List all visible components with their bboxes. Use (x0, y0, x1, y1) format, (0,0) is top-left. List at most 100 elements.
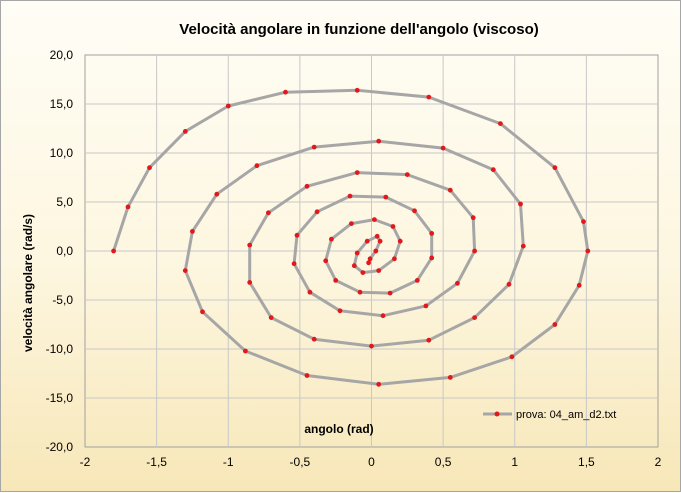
data-point (429, 231, 435, 236)
data-point (414, 278, 420, 283)
data-point (367, 256, 373, 262)
data-point (552, 322, 558, 327)
data-point (247, 280, 253, 285)
data-point (354, 87, 360, 93)
data-point (383, 194, 389, 200)
data-point (423, 303, 429, 309)
data-point (506, 281, 512, 287)
x-tick-label: 0 (368, 455, 375, 469)
data-point (304, 183, 310, 189)
data-point (190, 229, 195, 234)
y-tick-label: 0,0 (56, 244, 73, 258)
chart-title: Velocità angolare in funzione dell'angol… (179, 21, 538, 38)
data-point (585, 248, 591, 254)
data-point (304, 373, 310, 378)
data-point (347, 193, 353, 199)
data-point (429, 255, 435, 261)
data-point (377, 238, 383, 244)
data-point (552, 165, 558, 171)
data-point (366, 260, 371, 266)
data-point (243, 348, 248, 354)
data-point (518, 201, 523, 207)
data-point (376, 381, 382, 387)
data-point (440, 145, 446, 151)
data-point (311, 336, 317, 342)
data-point (311, 144, 317, 150)
y-tick-label: 10,0 (50, 146, 74, 160)
data-point (412, 208, 417, 214)
y-tick-label: 15,0 (50, 97, 74, 111)
data-point (354, 250, 360, 256)
data-point (247, 242, 253, 248)
data-point (520, 243, 526, 249)
x-tick-label: -0,5 (290, 455, 311, 469)
data-point (498, 121, 503, 126)
data-point (509, 354, 515, 360)
legend: prova: 04_am_d2.txt (483, 409, 616, 421)
data-point (455, 280, 460, 286)
data-point (125, 204, 131, 210)
series-line (112, 88, 590, 386)
data-point (333, 278, 339, 283)
x-tick-label: -1 (223, 455, 234, 469)
y-tick-label: 5,0 (56, 195, 73, 209)
data-point (397, 238, 403, 244)
data-point (364, 238, 370, 244)
data-point (268, 315, 274, 320)
y-axis-title: velocità angolare (rad/s) (21, 214, 35, 352)
series-markers (111, 87, 591, 387)
legend-marker-icon (494, 411, 500, 417)
legend-label: prova: 04_am_d2.txt (516, 409, 616, 421)
data-point (294, 232, 300, 238)
data-point (447, 187, 453, 193)
data-point (200, 309, 205, 315)
y-tick-label: -5,0 (52, 293, 73, 307)
data-point (314, 209, 320, 215)
data-point (387, 290, 393, 296)
data-point (490, 167, 496, 173)
y-tick-label: 20,0 (50, 48, 74, 62)
data-point (470, 215, 476, 221)
y-axis-ticks: 20,0 15,0 10,0 5,0 0,0 -5,0 -10,0 -15,0 -20,0 (46, 48, 74, 454)
x-tick-label: 2 (655, 455, 662, 469)
data-point (266, 210, 271, 216)
data-point (360, 270, 366, 275)
x-tick-label: 0,5 (435, 455, 452, 469)
data-point (147, 165, 152, 171)
data-point (576, 282, 582, 288)
data-point (323, 258, 329, 264)
x-tick-label: -2 (80, 455, 91, 469)
data-point (369, 343, 374, 349)
data-point (380, 313, 386, 319)
data-point (283, 89, 288, 95)
data-point (404, 172, 410, 178)
data-point (329, 236, 334, 242)
data-point (349, 221, 354, 227)
data-point (376, 268, 382, 273)
x-tick-label: 1,5 (578, 455, 595, 469)
data-point (214, 191, 220, 197)
data-point (376, 138, 382, 144)
x-axis-title: angolo (rad) (304, 422, 373, 436)
data-point (426, 94, 432, 100)
data-point (182, 129, 188, 134)
data-point (581, 219, 586, 225)
data-point (426, 337, 432, 343)
y-tick-label: -15,0 (46, 391, 74, 405)
y-tick-label: -20,0 (46, 440, 74, 454)
gridlines (85, 55, 658, 447)
x-tick-label: 1 (511, 455, 518, 469)
data-point (447, 375, 453, 380)
data-point (225, 103, 231, 109)
data-point (392, 256, 397, 262)
data-point (472, 315, 477, 320)
x-axis-ticks: -2 -1,5 -1 -0,5 0 0,5 1 1,5 2 (80, 455, 662, 469)
data-point (291, 261, 297, 267)
data-point (182, 268, 188, 273)
x-tick-label: -1,5 (146, 455, 167, 469)
data-point (354, 170, 360, 176)
data-point (374, 233, 380, 239)
data-point (390, 224, 396, 229)
